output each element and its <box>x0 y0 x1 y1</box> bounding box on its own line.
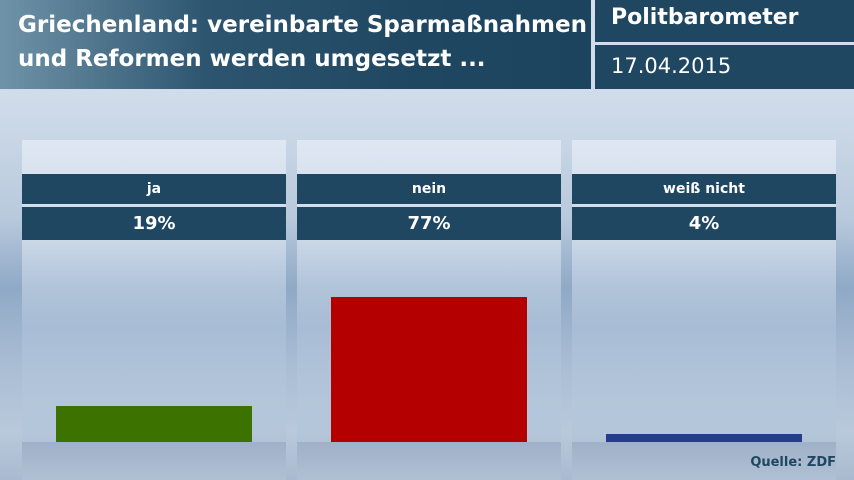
chart-title-line-2: und Reformen werden umgesetzt ... <box>18 46 486 72</box>
category-label: ja <box>22 174 286 204</box>
source-note: Quelle: ZDF <box>750 455 836 470</box>
brand-label: Politbarometer <box>611 5 799 30</box>
bar-weiss-nicht <box>606 434 802 442</box>
value-label: 77% <box>297 207 561 240</box>
category-label: weiß nicht <box>572 174 836 204</box>
chart-title: Griechenland: vereinbarte Sparmaßnahmen … <box>18 8 587 76</box>
date-box: 17.04.2015 <box>595 45 854 89</box>
brand-box: Politbarometer <box>595 0 854 42</box>
baseline-band <box>297 442 561 480</box>
baseline-band <box>572 442 836 480</box>
header-title-bar: Griechenland: vereinbarte Sparmaßnahmen … <box>0 0 591 89</box>
column-panel-weiss-nicht: weiß nicht 4% <box>572 140 836 480</box>
baseline-band <box>22 442 286 480</box>
category-label: nein <box>297 174 561 204</box>
survey-date: 17.04.2015 <box>611 54 732 78</box>
value-label: 4% <box>572 207 836 240</box>
value-label: 19% <box>22 207 286 240</box>
bar-ja <box>56 406 252 442</box>
chart-title-line-1: Griechenland: vereinbarte Sparmaßnahmen <box>18 12 587 38</box>
bar-nein <box>331 297 527 442</box>
